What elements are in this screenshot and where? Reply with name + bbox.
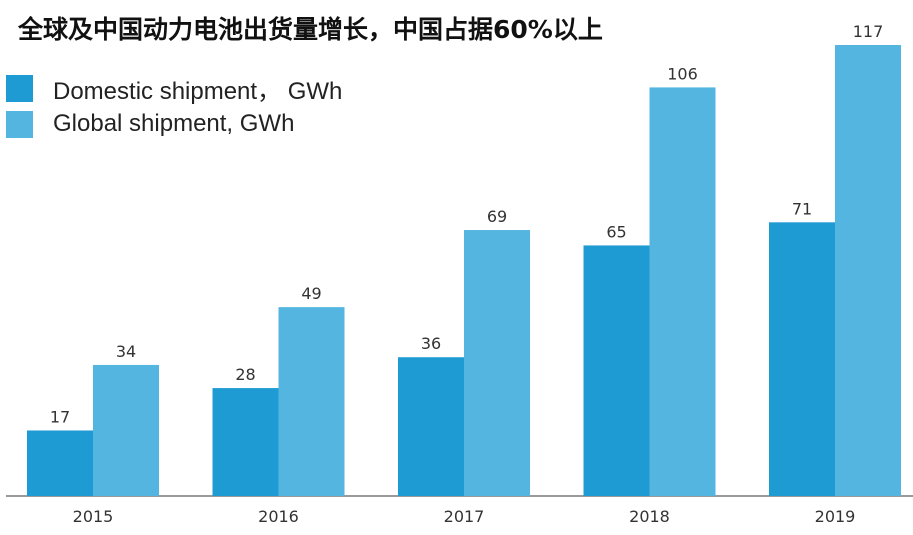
chart-title: 全球及中国动力电池出货量增长，中国占据60%以上 xyxy=(18,15,603,44)
legend-swatch-domestic xyxy=(6,74,33,102)
data-label-domestic-2018: 65 xyxy=(606,222,626,241)
data-label-global-2019: 117 xyxy=(853,22,884,41)
bar-global-2019 xyxy=(835,45,901,496)
bar-domestic-2016 xyxy=(212,388,279,496)
data-label-domestic-2016: 28 xyxy=(235,365,255,384)
bar-global-2018 xyxy=(649,87,716,497)
legend: Domestic shipment， GWh Global shipment, … xyxy=(6,70,342,142)
data-label-global-2018: 106 xyxy=(667,64,698,83)
data-label-domestic-2017: 36 xyxy=(421,334,441,353)
x-tick-label-2017: 2017 xyxy=(444,507,485,526)
data-label-domestic-2019: 71 xyxy=(792,199,812,218)
bar-global-2017 xyxy=(464,230,530,496)
legend-label-domestic: Domestic shipment， GWh xyxy=(53,77,343,105)
data-label-global-2015: 34 xyxy=(116,342,136,361)
bar-domestic-2018 xyxy=(583,245,650,496)
data-label-domestic-2015: 17 xyxy=(50,407,70,426)
legend-swatch-global xyxy=(6,110,33,138)
bar-domestic-2015 xyxy=(27,430,93,496)
x-tick-label-2018: 2018 xyxy=(629,507,670,526)
x-tick-label-2015: 2015 xyxy=(73,507,114,526)
bar-domestic-2017 xyxy=(398,357,464,496)
legend-item-domestic: Domestic shipment， GWh xyxy=(6,70,342,106)
legend-label-global: Global shipment, GWh xyxy=(53,110,295,137)
bar-global-2015 xyxy=(93,364,159,496)
data-label-global-2016: 49 xyxy=(301,284,321,303)
x-tick-label-2016: 2016 xyxy=(258,507,299,526)
data-label-global-2017: 69 xyxy=(487,207,507,226)
bar-domestic-2019 xyxy=(769,222,835,497)
x-tick-label-2019: 2019 xyxy=(815,507,856,526)
legend-item-global: Global shipment, GWh xyxy=(6,106,342,142)
bar-global-2016 xyxy=(278,307,345,496)
